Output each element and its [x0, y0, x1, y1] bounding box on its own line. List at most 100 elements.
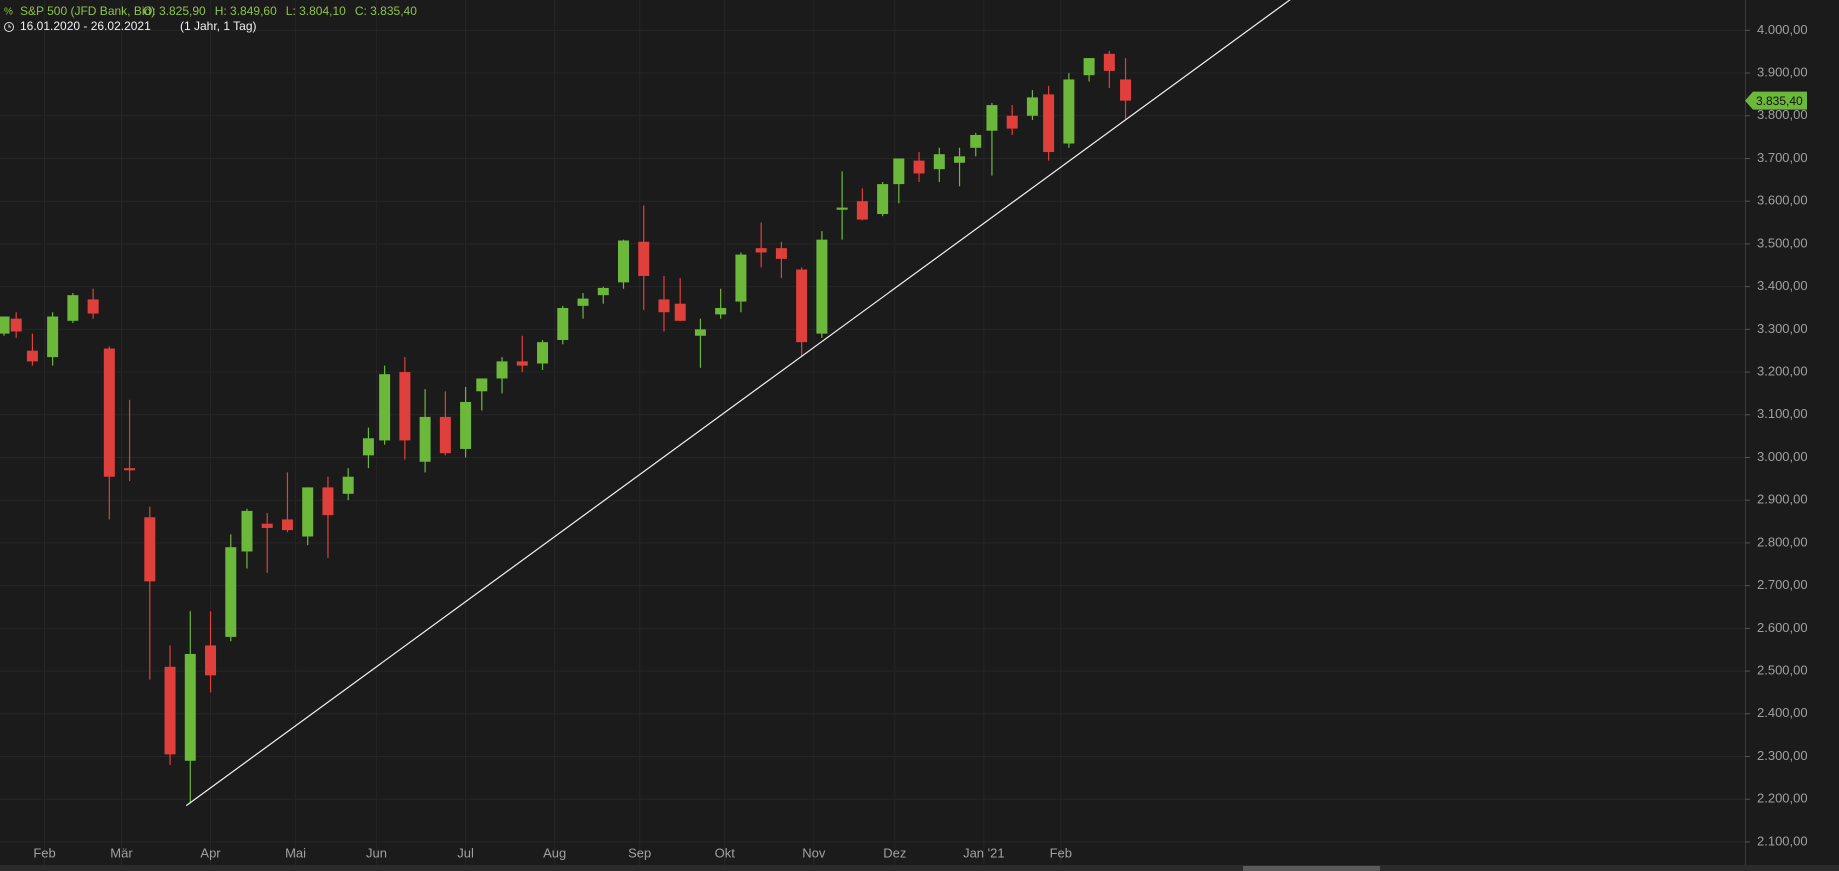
x-tick-label: Dez: [883, 845, 906, 860]
candle-body: [516, 361, 528, 366]
candle-body: [755, 248, 767, 253]
candle-body: [399, 372, 411, 441]
y-tick-label: 2.900,00: [1757, 492, 1808, 507]
candle-body: [379, 374, 391, 441]
candle-body: [144, 517, 156, 582]
x-tick-label: Feb: [1050, 845, 1072, 860]
y-tick-label: 3.800,00: [1757, 107, 1808, 122]
candle-body: [1043, 94, 1055, 153]
x-tick-label: Nov: [802, 845, 826, 860]
candle-body: [597, 287, 609, 296]
ohlc-label: H: 3.849,60: [215, 4, 277, 18]
candle-body: [205, 645, 217, 676]
x-tick-label: Okt: [715, 845, 736, 860]
candle-body: [0, 316, 10, 334]
y-tick-label: 3.700,00: [1757, 150, 1808, 165]
candle-body: [225, 547, 237, 637]
candle-body: [302, 487, 314, 537]
candle-body: [362, 438, 374, 456]
x-tick-label: Sep: [628, 845, 651, 860]
trendline: [185, 0, 1291, 807]
candle-body: [694, 329, 706, 336]
candle-body: [735, 254, 747, 302]
grid: [0, 0, 1750, 865]
y-tick-label: 3.500,00: [1757, 235, 1808, 250]
candle-body: [877, 184, 889, 215]
candle-body: [836, 207, 848, 210]
candle-body: [10, 318, 22, 332]
candle-body: [103, 348, 115, 477]
x-tick-label: Jan '21: [963, 845, 1005, 860]
candle-body: [577, 298, 589, 306]
x-tick-label: Jun: [366, 845, 387, 860]
last-price-label: 3.835,40: [1756, 94, 1803, 108]
candle-body: [933, 154, 945, 170]
candle-body: [67, 295, 79, 321]
header: % S&P 500 (JFD Bank, Bid) 16.01.2020 - 2…: [4, 4, 257, 33]
candle-body: [816, 239, 828, 334]
candle-body: [618, 240, 630, 283]
candle-body: [322, 487, 334, 516]
candle-body: [26, 350, 38, 362]
scrollbar[interactable]: [0, 865, 1839, 871]
candle-body: [913, 160, 925, 174]
x-tick-label: Feb: [33, 845, 55, 860]
plot: [0, 0, 1291, 807]
candle-body: [1063, 79, 1075, 144]
y-tick-label: 3.600,00: [1757, 193, 1808, 208]
y-tick-label: 3.900,00: [1757, 64, 1808, 79]
candle-body: [893, 158, 905, 185]
candle-body: [184, 653, 196, 761]
clock-icon: [4, 22, 14, 32]
y-tick-label: 4.000,00: [1757, 22, 1808, 37]
candle-body: [715, 307, 727, 315]
candle-body: [460, 401, 472, 449]
symbol-title: S&P 500 (JFD Bank, Bid): [20, 4, 155, 18]
candle-body: [674, 303, 686, 321]
candle-body: [1103, 53, 1115, 71]
x-tick-label: Mär: [110, 845, 133, 860]
percent-icon: %: [4, 7, 13, 18]
candle-body: [658, 299, 670, 313]
x-tick-label: Apr: [200, 845, 221, 860]
candle-body: [1120, 79, 1132, 101]
y-tick-label: 3.200,00: [1757, 363, 1808, 378]
candle-body: [241, 510, 253, 552]
candle-body: [796, 269, 808, 343]
candle-body: [986, 105, 998, 131]
y-tick-label: 3.100,00: [1757, 406, 1808, 421]
candle-body: [281, 519, 293, 531]
y-tick-label: 3.400,00: [1757, 278, 1808, 293]
candle-body: [496, 361, 508, 379]
x-tick-label: Jul: [457, 845, 474, 860]
y-tick-label: 2.600,00: [1757, 620, 1808, 635]
candle-body: [1026, 97, 1038, 116]
candle-body: [557, 307, 569, 341]
y-tick-label: 2.400,00: [1757, 705, 1808, 720]
y-tick-label: 2.800,00: [1757, 534, 1808, 549]
x-tick-label: Aug: [543, 845, 566, 860]
candle-body: [970, 134, 982, 148]
date-range: 16.01.2020 - 26.02.2021: [20, 19, 151, 33]
period: (1 Jahr, 1 Tag): [180, 19, 257, 33]
candle-body: [856, 201, 868, 220]
ohlc-label: O: 3.825,90: [143, 4, 206, 18]
candle-body: [1006, 115, 1018, 129]
candle-body: [87, 299, 99, 314]
clock-hands: [8, 24, 11, 28]
y-tick-label: 3.300,00: [1757, 321, 1808, 336]
candle-body: [638, 241, 650, 276]
candle-body: [124, 468, 136, 471]
y-tick-label: 2.200,00: [1757, 791, 1808, 806]
y-tick-label: 2.700,00: [1757, 577, 1808, 592]
y-tick-label: 2.500,00: [1757, 663, 1808, 678]
candle-body: [1083, 58, 1095, 76]
candle-body: [342, 476, 354, 494]
candle-body: [164, 666, 176, 755]
candle-body: [775, 248, 787, 259]
y-tick-label: 2.300,00: [1757, 748, 1808, 763]
ohlc-label: L: 3.804,10: [286, 4, 346, 18]
scrollbar-thumb[interactable]: [1243, 866, 1380, 871]
